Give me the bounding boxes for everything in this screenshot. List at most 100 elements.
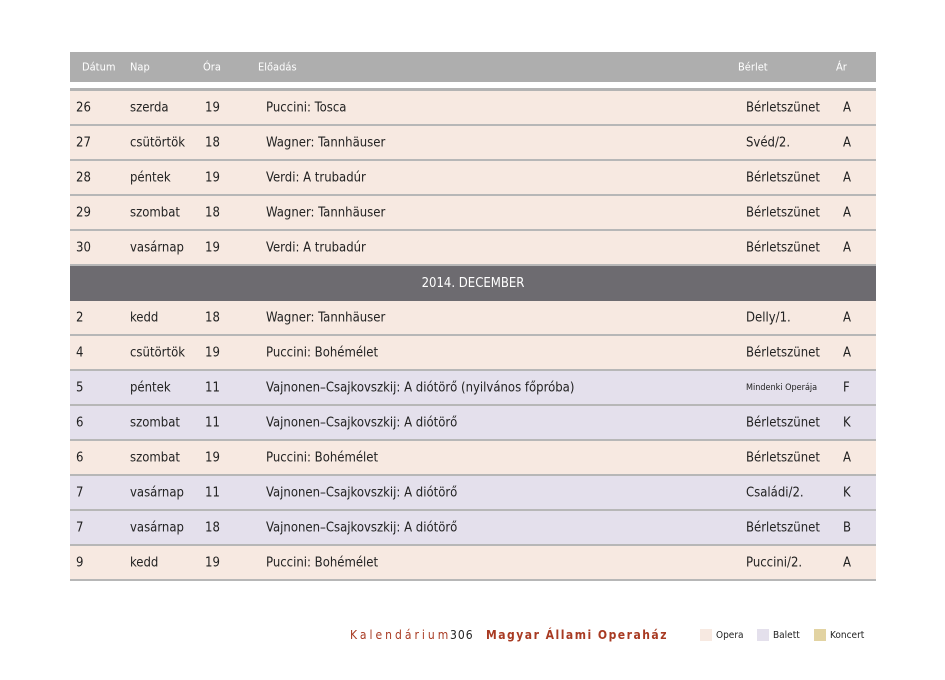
cell-ora: 19 <box>205 170 220 185</box>
cell-datum: 6 <box>76 415 84 430</box>
cell-berlet: Családi/2. <box>746 485 804 500</box>
table-row: 30 vasárnap 19 Verdi: A trubadúr Bérletszüne… <box>70 231 876 266</box>
cell-ar: B <box>843 520 852 535</box>
cell-nap: vasárnap <box>130 240 184 255</box>
cell-eloadas: Wagner: Tannhäuser <box>266 135 386 150</box>
cell-eloadas: Puccini: Bohémélet <box>266 555 379 570</box>
cell-nap: szombat <box>130 205 180 220</box>
month-band: 2014. DECEMBER <box>70 266 876 301</box>
cell-datum: 27 <box>76 135 91 150</box>
cell-datum: 2 <box>76 310 84 325</box>
cell-ora: 19 <box>205 100 220 115</box>
cell-ora: 19 <box>205 240 220 255</box>
cell-ar: A <box>843 205 851 220</box>
cell-ar: A <box>843 240 851 255</box>
cell-datum: 9 <box>76 555 84 570</box>
opera-swatch <box>700 629 712 641</box>
table-row: 29 szombat 18 Wagner: Tannhäuser Bérletszüne… <box>70 196 876 231</box>
cell-berlet: Bérletszünet <box>746 520 820 535</box>
table-row: 7 vasárnap 11 Vajnonen–Csajkovszkij: A diót… <box>70 476 876 511</box>
balett-swatch <box>757 629 769 641</box>
footer-section: Kalendárium <box>350 628 452 642</box>
cell-berlet: Mindenki Operája <box>746 382 818 393</box>
cell-nap: péntek <box>130 380 171 395</box>
table-header: Dátum Nap Óra Előadás Bérlet Ár <box>70 52 876 82</box>
cell-ora: 19 <box>205 450 220 465</box>
cell-ora: 18 <box>205 310 220 325</box>
cell-ora: 11 <box>205 485 220 500</box>
cell-ora: 11 <box>205 380 220 395</box>
cell-ora: 11 <box>205 415 220 430</box>
cell-datum: 6 <box>76 450 84 465</box>
koncert-swatch <box>814 629 826 641</box>
cell-datum: 30 <box>76 240 91 255</box>
cell-eloadas: Vajnonen–Csajkovszkij: A diótörő <box>266 415 458 430</box>
cell-ar: A <box>843 450 851 465</box>
cell-eloadas: Vajnonen–Csajkovszkij: A diótörő <box>266 520 458 535</box>
col-nap: Nap <box>130 60 150 74</box>
cell-ora: 18 <box>205 520 220 535</box>
cell-datum: 7 <box>76 520 84 535</box>
col-berlet: Bérlet <box>738 60 768 74</box>
table-row: 2 kedd 18 Wagner: Tannhäuser Delly/1. A <box>70 301 876 336</box>
cell-nap: kedd <box>130 310 159 325</box>
cell-eloadas: Verdi: A trubadúr <box>266 240 366 255</box>
cell-eloadas: Wagner: Tannhäuser <box>266 205 386 220</box>
cell-nap: csütörtök <box>130 135 185 150</box>
cell-eloadas: Puccini: Tosca <box>266 100 347 115</box>
table-row: 26 szerda 19 Puccini: Tosca Bérletszünet A <box>70 91 876 126</box>
cell-berlet: Bérletszünet <box>746 100 820 115</box>
cell-ar: A <box>843 555 851 570</box>
cell-eloadas: Puccini: Bohémélet <box>266 345 379 360</box>
cell-nap: vasárnap <box>130 485 184 500</box>
cell-ar: A <box>843 345 851 360</box>
schedule-table: Dátum Nap Óra Előadás Bérlet Ár 26 szerda… <box>70 52 876 581</box>
cell-eloadas: Verdi: A trubadúr <box>266 170 366 185</box>
cell-ora: 18 <box>205 135 220 150</box>
col-datum: Dátum <box>82 60 116 74</box>
cell-ar: A <box>843 170 851 185</box>
cell-berlet: Puccini/2. <box>746 555 803 570</box>
table-row: 6 szombat 19 Puccini: Bohémélet Bérletszünet… <box>70 441 876 476</box>
cell-ora: 18 <box>205 205 220 220</box>
legend-koncert: Koncert <box>814 629 864 641</box>
cell-berlet: Bérletszünet <box>746 345 820 360</box>
cell-datum: 4 <box>76 345 84 360</box>
cell-datum: 7 <box>76 485 84 500</box>
table-row: 6 szombat 11 Vajnonen–Csajkovszkij: A diótö… <box>70 406 876 441</box>
cell-datum: 29 <box>76 205 91 220</box>
cell-berlet: Delly/1. <box>746 310 791 325</box>
cell-datum: 28 <box>76 170 91 185</box>
col-eloadas: Előadás <box>258 60 297 74</box>
table-row: 27 csütörtök 18 Wagner: Tannhäuser Svéd/2. A <box>70 126 876 161</box>
cell-nap: szerda <box>130 100 169 115</box>
table-row: 9 kedd 19 Puccini: Bohémélet Puccini/2. A <box>70 546 876 581</box>
cell-eloadas: Vajnonen–Csajkovszkij: A diótörő <box>266 485 458 500</box>
cell-nap: kedd <box>130 555 159 570</box>
cell-ar: A <box>843 135 851 150</box>
table-row: 28 péntek 19 Verdi: A trubadúr Bérletszünet A <box>70 161 876 196</box>
table-row: 7 vasárnap 18 Vajnonen–Csajkovszkij: A diót… <box>70 511 876 546</box>
cell-nap: vasárnap <box>130 520 184 535</box>
cell-berlet: Bérletszünet <box>746 170 820 185</box>
table-row: 4 csütörtök 19 Puccini: Bohémélet Bérletszün… <box>70 336 876 371</box>
cell-nap: péntek <box>130 170 171 185</box>
cell-ar: K <box>843 415 851 430</box>
cell-ora: 19 <box>205 345 220 360</box>
footer-org: Magyar Állami Operaház <box>486 628 668 642</box>
cell-datum: 5 <box>76 380 84 395</box>
cell-berlet: Bérletszünet <box>746 205 820 220</box>
legend-opera: Opera <box>700 629 744 641</box>
cell-eloadas: Wagner: Tannhäuser <box>266 310 386 325</box>
cell-nap: szombat <box>130 450 180 465</box>
cell-nap: szombat <box>130 415 180 430</box>
col-ar: Ár <box>836 60 847 74</box>
cell-berlet: Bérletszünet <box>746 240 820 255</box>
cell-ar: F <box>843 380 850 395</box>
page-number: 306 <box>450 628 474 642</box>
cell-ar: K <box>843 485 851 500</box>
cell-datum: 26 <box>76 100 91 115</box>
table-row: 5 péntek 11 Vajnonen–Csajkovszkij: A diótör… <box>70 371 876 406</box>
cell-ar: A <box>843 100 851 115</box>
cell-berlet: Bérletszünet <box>746 415 820 430</box>
